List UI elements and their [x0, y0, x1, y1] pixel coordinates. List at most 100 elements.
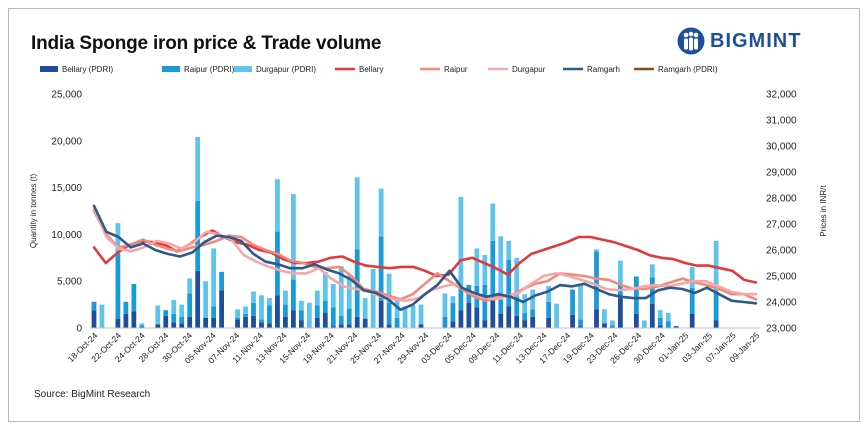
bar-segment — [91, 301, 97, 311]
bar-segment — [570, 289, 575, 315]
bar-segment — [346, 308, 352, 325]
y2-tick-label: 29,000 — [766, 168, 797, 179]
legend-swatch — [40, 66, 58, 72]
bar-segment — [291, 279, 296, 311]
bar-segment — [466, 302, 472, 328]
bigmint-people-icon — [677, 27, 705, 55]
bar-segment — [450, 302, 456, 322]
bar-segment — [362, 318, 368, 328]
bar-segment — [314, 305, 320, 318]
bar-segment — [490, 240, 496, 300]
bar-segment — [298, 310, 304, 321]
bar-segment — [498, 236, 504, 300]
bar-segment — [251, 291, 256, 303]
bar-segment — [235, 317, 240, 320]
bar-segment — [506, 259, 512, 307]
bar-segment — [410, 305, 416, 328]
bar-segment — [195, 200, 201, 271]
bar-segment — [163, 310, 169, 316]
y2-tick-label: 24,000 — [766, 298, 797, 309]
legend-label: Raipur — [444, 65, 468, 74]
bar-segment — [243, 316, 248, 328]
legend-item: Durgapur — [488, 65, 546, 74]
bar-segment — [633, 313, 639, 328]
bar-segment — [259, 295, 264, 320]
bar-segment — [251, 315, 256, 328]
y2-tick-label: 27,000 — [766, 220, 797, 231]
bar-segment — [418, 324, 424, 328]
legend-label: Durgapur (PDRI) — [256, 65, 316, 74]
legend-item: Ramgarh — [563, 65, 620, 74]
bar-segment — [139, 325, 145, 328]
bar-segment — [546, 301, 552, 318]
bar-segment — [283, 290, 288, 305]
bar-segment — [203, 317, 209, 328]
bar-segment — [267, 323, 272, 328]
bar-segment — [490, 299, 496, 328]
bar-segment — [243, 306, 248, 314]
bar-segment — [275, 295, 280, 328]
line-series — [92, 229, 758, 284]
y2-tick-label: 28,000 — [766, 194, 797, 205]
bar-segment — [602, 323, 607, 328]
bar-segment — [338, 315, 344, 325]
bar-segment — [283, 316, 288, 328]
bar-segment — [306, 302, 312, 328]
bar-segment — [179, 316, 185, 324]
legend-item: Bellary (PDRI) — [40, 65, 113, 74]
bar-segment — [418, 304, 424, 325]
bar-segment — [474, 248, 480, 286]
bar-segment — [298, 320, 304, 328]
bar-segment — [482, 320, 488, 328]
bar-segment — [322, 271, 328, 301]
bar-segment — [610, 325, 615, 328]
bar-segment — [275, 179, 280, 232]
bar-segment — [131, 311, 137, 328]
bar-segment — [474, 307, 480, 328]
legend-label: Durgapur — [512, 65, 546, 74]
bar-segment — [314, 317, 320, 328]
bar-segment — [195, 270, 201, 328]
bar-segment — [291, 194, 296, 280]
line-series — [92, 204, 758, 312]
bar-segment — [657, 310, 663, 318]
line-series-layer — [92, 204, 758, 312]
bar-segment — [115, 318, 121, 328]
bar-segment — [602, 309, 607, 324]
legend-item: Durgapur (PDRI) — [234, 65, 316, 74]
legend-item: Ramgarh (PDRI) — [634, 65, 718, 74]
bar-segment — [322, 313, 328, 328]
y-tick-label: 25,000 — [51, 90, 82, 101]
bar-segment — [522, 320, 528, 328]
bar-segment — [314, 290, 320, 306]
bar-segment — [546, 317, 552, 328]
bar-segment — [259, 319, 264, 323]
bar-segment — [514, 297, 520, 316]
bar-segment — [522, 313, 528, 321]
legend-item: Raipur — [420, 65, 468, 74]
bar-segment — [394, 300, 400, 318]
bar-segment — [482, 284, 488, 321]
bar-segment — [291, 310, 296, 328]
bar-segment — [243, 313, 248, 317]
bar-segment — [283, 304, 288, 317]
bar-segment — [442, 316, 448, 328]
legend-label: Bellary — [359, 65, 383, 74]
legend-label: Ramgarh — [587, 65, 620, 74]
y-tick-label: 5,000 — [57, 277, 82, 288]
bar-segment — [330, 284, 336, 308]
bar-segment — [155, 305, 161, 325]
legend-label: Raipur (PDRI) — [184, 65, 235, 74]
bar-segment — [546, 285, 552, 302]
legend-label: Ramgarh (PDRI) — [658, 65, 718, 74]
bar-segment — [530, 316, 536, 328]
bar-segment — [514, 257, 520, 298]
bar-segment — [338, 324, 344, 328]
bar-segment — [665, 321, 671, 328]
y2-tick-label: 26,000 — [766, 246, 797, 257]
bar-segment — [458, 288, 464, 311]
y-tick-label: 20,000 — [51, 136, 82, 147]
legend-item: Raipur (PDRI) — [162, 65, 235, 74]
bar-segment — [458, 310, 464, 328]
